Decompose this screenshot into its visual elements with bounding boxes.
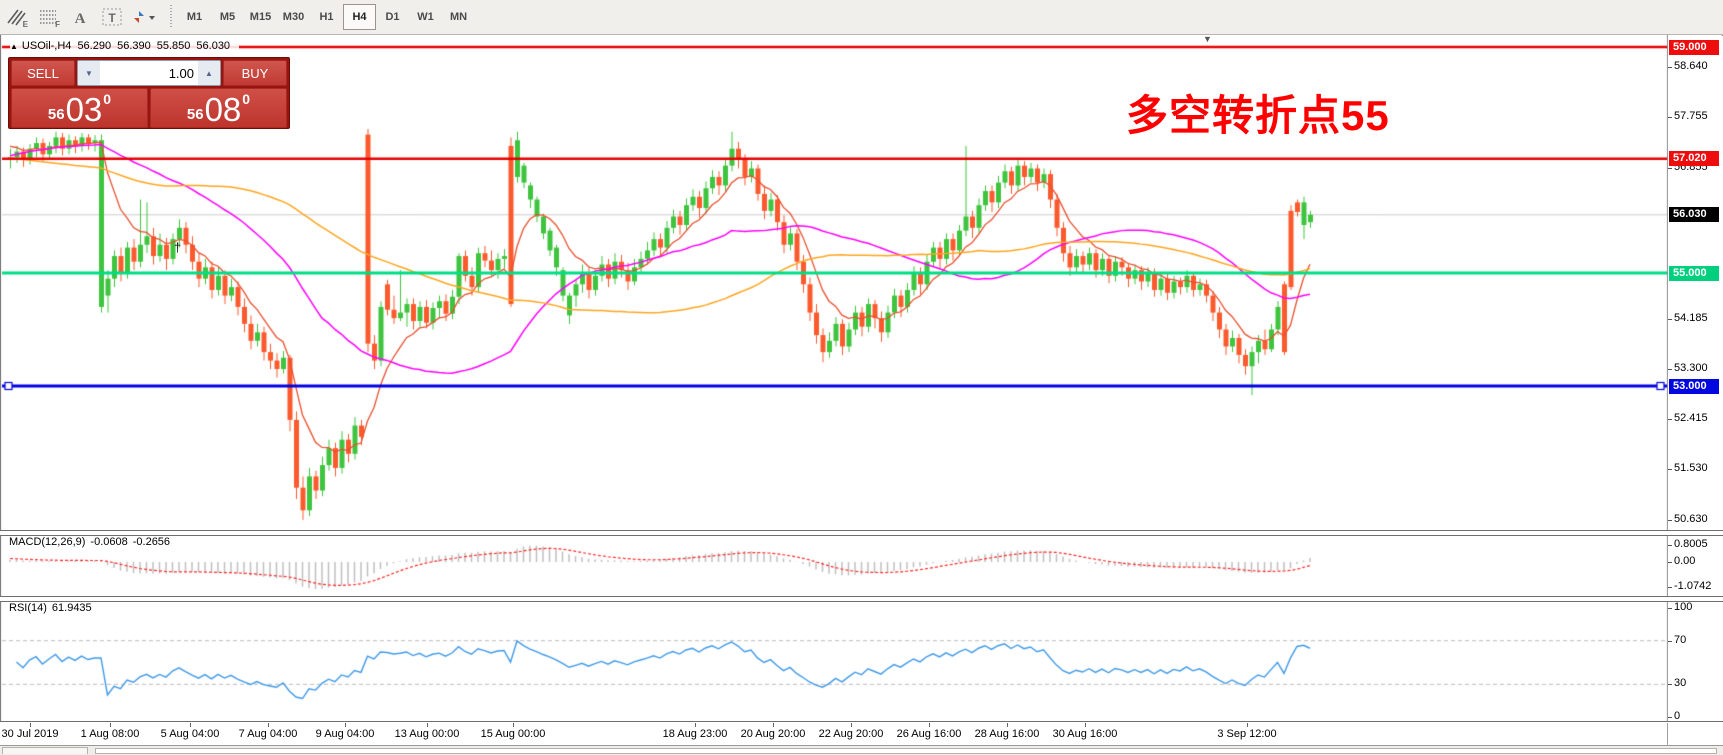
bid-price-major: 56 xyxy=(47,106,65,123)
rsi-name: RSI(14) xyxy=(9,602,47,614)
timeframe-button-d1[interactable]: D1 xyxy=(385,11,400,23)
rsi-tick-30: 30 xyxy=(1674,677,1687,690)
rsi-tick-70: 70 xyxy=(1674,633,1687,646)
time-label: 22 Aug 20:00 xyxy=(818,728,884,740)
macd-indicator-label: MACD(12,26,9) -0.0608 -0.2656 xyxy=(9,536,176,548)
time-axis-border xyxy=(0,721,1723,723)
timeframe-button-m30[interactable]: M30 xyxy=(282,11,305,23)
rsi-indicator-label: RSI(14) 61.9435 xyxy=(9,602,97,614)
panel-splitter-rsi[interactable] xyxy=(0,596,1723,602)
chart-symbol-header[interactable]: ▲ USOil-,H4 56.290 56.390 55.850 56.030 xyxy=(10,40,240,52)
dagger-marker-icon: † xyxy=(174,240,182,255)
volume-decrease-button[interactable]: ▼ xyxy=(78,61,100,85)
svg-text:T: T xyxy=(108,11,116,25)
sell-button[interactable]: SELL xyxy=(11,60,75,86)
timeframe-button-h1[interactable]: H1 xyxy=(319,11,334,23)
bottom-strip-stub[interactable] xyxy=(2,747,88,754)
time-label: 20 Aug 20:00 xyxy=(740,728,806,740)
price-tick-57.755: 57.755 xyxy=(1674,110,1708,123)
timeframe-button-w1[interactable]: W1 xyxy=(417,11,434,23)
time-label: 5 Aug 04:00 xyxy=(160,728,220,740)
price-tick-52.415: 52.415 xyxy=(1674,412,1708,425)
ohlc-high: 56.390 xyxy=(117,40,151,52)
fibonacci-grid-icon[interactable]: F xyxy=(40,10,60,29)
price-tick-53.300: 53.300 xyxy=(1674,362,1708,375)
panel-splitter-macd[interactable] xyxy=(0,530,1723,536)
time-label: 30 Jul 2019 xyxy=(1,728,59,740)
arrows-menu-icon[interactable] xyxy=(129,4,159,30)
buy-button[interactable]: BUY xyxy=(223,60,287,86)
macd-tick-0.8005: 0.8005 xyxy=(1674,538,1708,550)
draw-lines-icon[interactable]: E xyxy=(1,4,31,30)
price-tick-50.630: 50.630 xyxy=(1674,512,1708,525)
macd-value-signal: -0.2656 xyxy=(132,536,171,548)
macd-tick-0.00: 0.00 xyxy=(1674,555,1696,567)
timeframe-button-m5[interactable]: M5 xyxy=(219,11,236,23)
ask-price-minor: 08 xyxy=(204,91,242,129)
bottom-strip-inset xyxy=(95,748,1717,754)
price-tick-51.530: 51.530 xyxy=(1674,462,1708,475)
ohlc-close: 56.030 xyxy=(196,40,231,52)
price-tag-59.000[interactable]: 59.000 xyxy=(1669,39,1719,55)
collapse-triangle-icon[interactable]: ▲ xyxy=(10,42,18,51)
one-click-trading-widget: SELL ▼ ▲ BUY 56 03 0 56 08 0 xyxy=(8,57,290,129)
rsi-tick-0: 0 xyxy=(1674,710,1681,722)
bid-price-pip: 0 xyxy=(103,91,112,107)
timeframe-button-m15[interactable]: M15 xyxy=(249,11,272,23)
time-label: 30 Aug 16:00 xyxy=(1052,728,1118,740)
timeframe-button-mn[interactable]: MN xyxy=(449,11,468,23)
ask-price[interactable]: 56 08 0 xyxy=(150,88,287,128)
time-label: 13 Aug 00:00 xyxy=(394,728,460,740)
ask-price-pip: 0 xyxy=(242,91,251,107)
text-icon[interactable]: A xyxy=(65,4,95,30)
text-label-icon[interactable]: T xyxy=(97,4,127,30)
price-tag-57.020[interactable]: 57.020 xyxy=(1669,151,1719,167)
price-tag-55.000[interactable]: 55.000 xyxy=(1669,265,1719,281)
volume-increase-button[interactable]: ▲ xyxy=(198,61,220,85)
chart-shift-marker-icon[interactable]: ▼ xyxy=(1203,34,1212,44)
price-tag-56.030[interactable]: 56.030 xyxy=(1669,207,1719,223)
macd-value-main: -0.0608 xyxy=(90,536,128,548)
macd-name: MACD(12,26,9) xyxy=(9,536,86,548)
ask-price-major: 56 xyxy=(186,106,204,123)
time-label: 15 Aug 00:00 xyxy=(480,728,546,740)
bid-price[interactable]: 56 03 0 xyxy=(11,88,148,128)
timeframe-buttons-group: M1 M5 M15 M30 H1 H4 D1 W1 MN xyxy=(178,4,475,30)
symbol-timeframe-label: USOil-,H4 xyxy=(21,40,72,52)
time-label: 28 Aug 16:00 xyxy=(974,728,1040,740)
price-tick-58.640: 58.640 xyxy=(1674,60,1708,73)
time-axis[interactable]: 30 Jul 2019 1 Aug 08:00 5 Aug 04:00 7 Aug 0… xyxy=(0,723,1667,745)
timeframe-button-h4[interactable]: H4 xyxy=(343,4,376,30)
macd-tick--1.0742: -1.0742 xyxy=(1674,580,1712,592)
time-label: 1 Aug 08:00 xyxy=(80,728,140,740)
time-label: 18 Aug 23:00 xyxy=(662,728,728,740)
time-label: 3 Sep 12:00 xyxy=(1217,728,1277,740)
volume-stepper: ▼ ▲ xyxy=(77,60,221,86)
ohlc-open: 56.290 xyxy=(77,40,112,52)
bid-price-minor: 03 xyxy=(65,91,103,129)
time-label: 26 Aug 16:00 xyxy=(896,728,962,740)
price-axis[interactable]: 58.640 57.755 56.855 54.185 53.300 52.415 51.5… xyxy=(1668,36,1723,745)
time-label: 7 Aug 04:00 xyxy=(238,728,298,740)
svg-text:A: A xyxy=(75,11,86,26)
timeframe-button-m1[interactable]: M1 xyxy=(186,11,203,23)
time-label: 9 Aug 04:00 xyxy=(315,728,375,740)
rsi-value: 61.9435 xyxy=(51,602,92,614)
price-tick-54.185: 54.185 xyxy=(1674,312,1708,325)
chart-annotation-text: 多空转折点55 xyxy=(1126,92,1390,139)
volume-input[interactable] xyxy=(100,61,198,85)
toolbar-separator xyxy=(170,5,172,29)
rsi-tick-100: 100 xyxy=(1674,601,1693,613)
ohlc-low: 55.850 xyxy=(156,40,191,52)
price-tag-53.000[interactable]: 53.000 xyxy=(1669,378,1719,394)
